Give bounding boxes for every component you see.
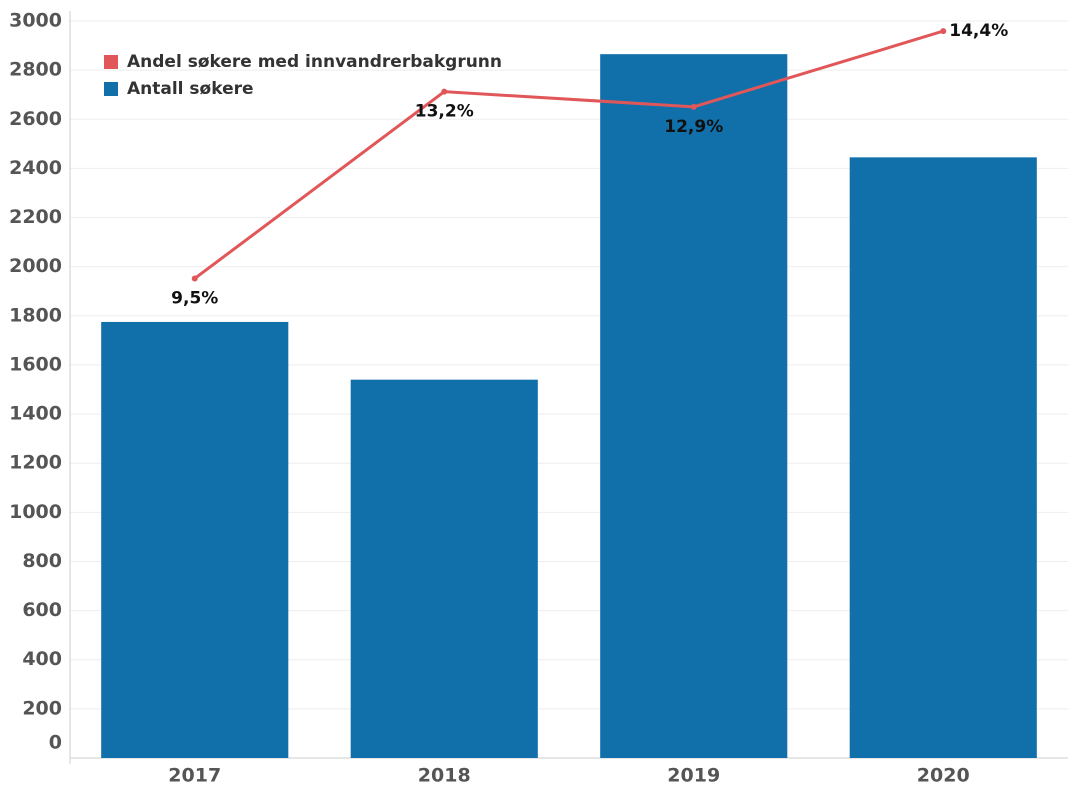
y-tick-label: 2800: [9, 59, 62, 81]
data-label: 9,5%: [171, 288, 218, 308]
legend-label: Andel søkere med innvandrerbakgrunn: [127, 52, 502, 72]
y-tick-label: 1600: [9, 353, 62, 375]
y-tick-label: 800: [22, 550, 62, 572]
y-tick-label: 2400: [9, 157, 62, 179]
y-tick-label: 600: [22, 599, 62, 621]
data-label: 12,9%: [664, 117, 723, 137]
y-tick-label: 0: [49, 732, 62, 754]
data-label: 13,2%: [415, 102, 474, 122]
x-tick-label: 2019: [667, 765, 720, 787]
legend-label: Antall søkere: [127, 79, 254, 99]
line: [193, 29, 944, 280]
y-tick-label: 2200: [9, 206, 62, 228]
x-tick-label: 2020: [917, 765, 970, 787]
bar: [101, 321, 289, 758]
y-tick-label: 1200: [9, 452, 62, 474]
y-tick-label: 200: [22, 697, 62, 719]
point: [441, 88, 448, 95]
y-tick-label: 2000: [9, 255, 62, 277]
bar: [600, 54, 788, 759]
y-tick-label: 1400: [9, 403, 62, 425]
bar: [350, 379, 538, 758]
y-tick-label: 400: [22, 648, 62, 670]
data-label: 14,4%: [949, 21, 1008, 41]
bar: [849, 157, 1037, 759]
x-tick-label: 2018: [418, 765, 471, 787]
legend-swatch: [104, 82, 118, 96]
point: [940, 28, 947, 35]
y-tick-label: 2600: [9, 108, 62, 130]
y-tick-label: 1800: [9, 304, 62, 326]
legend-swatch: [104, 55, 118, 69]
point: [690, 103, 697, 110]
y-tick-label: 3000: [9, 10, 62, 32]
x-tick-label: 2017: [168, 765, 221, 787]
point: [191, 275, 198, 282]
y-tick-label: 1000: [9, 501, 62, 523]
